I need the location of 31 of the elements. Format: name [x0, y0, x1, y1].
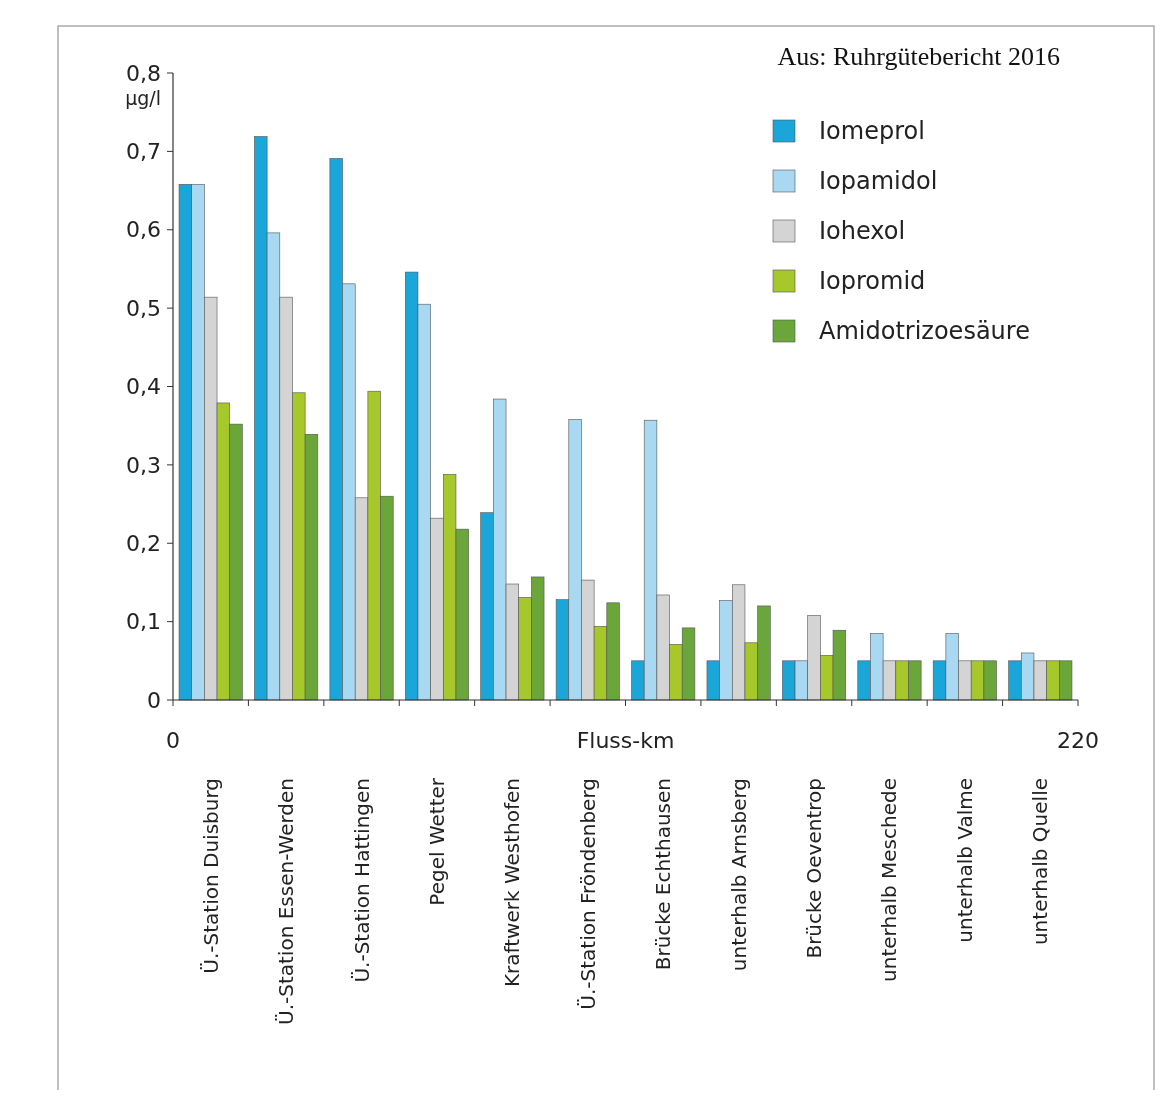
x-tick-label: Ü.-Station Hattingen: [349, 778, 374, 983]
x-tick-label: Pegel Wetter: [424, 777, 449, 906]
x-tick-label: Kraftwerk Westhofen: [500, 778, 525, 988]
x-tick-label: Brücke Echthausen: [651, 778, 676, 971]
x-tick-label: Ü.-Station Essen-Werden: [274, 778, 299, 1025]
legend-label: Amidotrizoesäure: [819, 317, 1030, 346]
x-tick-label: unterhalb Meschede: [877, 778, 902, 982]
legend-label: Iomeprol: [819, 117, 925, 146]
y-tick-label: 0,7: [126, 139, 161, 165]
x-tick-label: unterhalb Arnsberg: [726, 778, 751, 972]
x-tick-label: Brücke Oeventrop: [802, 778, 827, 959]
y-tick-label: 0,1: [126, 609, 161, 635]
y-tick-label: 0,3: [126, 452, 161, 478]
text: 0: [166, 728, 180, 753]
text: 220: [1057, 728, 1099, 753]
y-tick-label: 0,4: [126, 374, 161, 400]
y-tick-label: 0,6: [126, 217, 161, 243]
x-tick-label: Ü.-Station Duisburg: [198, 778, 223, 974]
legend-label: Iopamidol: [819, 167, 938, 196]
y-tick-label: 0,8: [126, 60, 161, 86]
y-tick-label: 0: [147, 687, 161, 713]
x-tick-label: unterhalb Valme: [952, 778, 977, 943]
x-axis-title: Fluss-km: [576, 728, 675, 753]
y-axis-title: µg/l: [125, 87, 161, 109]
legend-label: Iohexol: [819, 217, 906, 246]
y-tick-label: 0,2: [126, 530, 161, 556]
x-tick-label: Ü.-Station Fröndenberg: [575, 778, 600, 1010]
legend-label: Iopromid: [819, 267, 926, 296]
y-tick-label: 0,5: [126, 295, 161, 321]
text: Aus: Ruhrgütebericht 2016: [777, 42, 1060, 71]
x-tick-label: unterhalb Quelle: [1028, 778, 1053, 946]
